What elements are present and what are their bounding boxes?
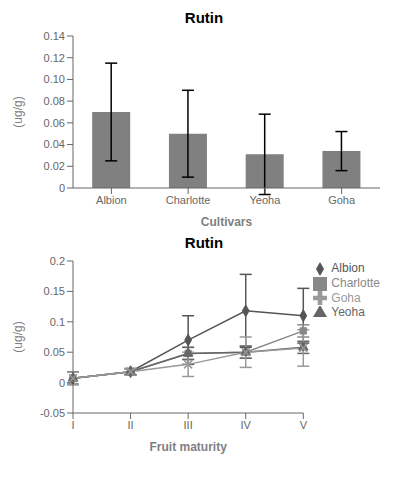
html-text:Rutin: Rutin (184, 9, 224, 26)
svg-text:0.12: 0.12 (44, 52, 65, 64)
svg-text:0.1: 0.1 (50, 316, 65, 328)
svg-text:Fruit maturity: Fruit maturity (149, 440, 227, 454)
html-text:Goha: Goha (331, 290, 361, 305)
svg-text:III: III (184, 419, 193, 431)
svg-text:Albion: Albion (96, 194, 127, 206)
svg-text:Cultivars: Cultivars (201, 215, 253, 229)
svg-text:0.2: 0.2 (50, 255, 65, 267)
svg-text:0: 0 (59, 377, 65, 389)
svg-text:II: II (128, 419, 134, 431)
svg-text:Yeoha: Yeoha (249, 194, 281, 206)
svg-text:Goha: Goha (328, 194, 356, 206)
svg-text:(ug/g): (ug/g) (11, 96, 25, 127)
svg-text:0.10: 0.10 (44, 73, 65, 85)
svg-text:0.15: 0.15 (44, 285, 65, 297)
svg-text:V: V (300, 419, 308, 431)
html-text:Yeoha: Yeoha (331, 305, 365, 320)
svg-text:0.02: 0.02 (44, 160, 65, 172)
svg-text:0: 0 (59, 182, 65, 194)
svg-text:Charlotte: Charlotte (166, 194, 211, 206)
html-text:Albion: Albion (331, 261, 365, 275)
svg-text:0.06: 0.06 (44, 117, 65, 129)
html-text:Rutin: Rutin (184, 234, 224, 251)
svg-text:(ug/g): (ug/g) (11, 321, 25, 352)
svg-text:I: I (71, 419, 74, 431)
svg-text:0.04: 0.04 (44, 138, 65, 150)
svg-text:0.05: 0.05 (44, 346, 65, 358)
html-text:Charlotte: Charlotte (331, 275, 380, 290)
svg-text:IV: IV (241, 419, 252, 431)
svg-text:0.14: 0.14 (44, 30, 65, 42)
svg-text:0.08: 0.08 (44, 95, 65, 107)
svg-text:-0.05: -0.05 (40, 407, 65, 419)
